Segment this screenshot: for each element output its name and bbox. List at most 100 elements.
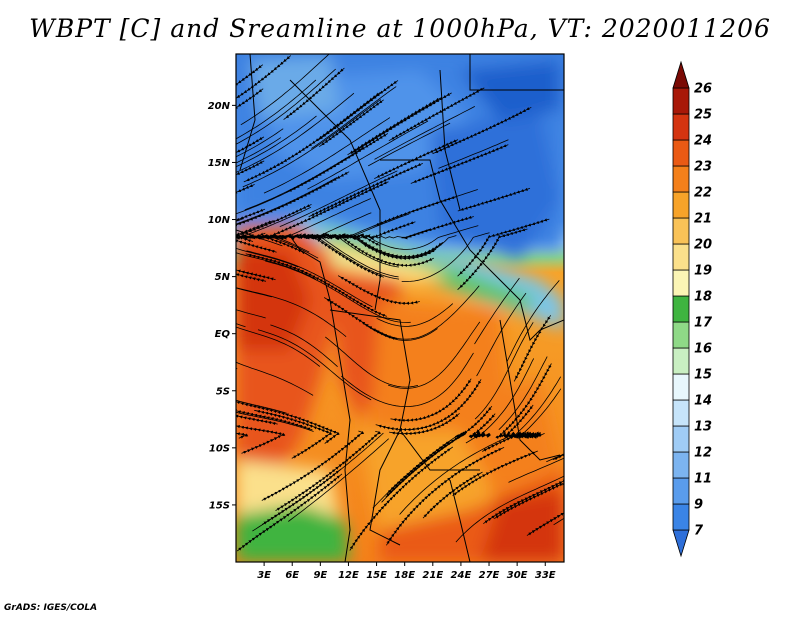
colorbar-label: 21: [694, 212, 712, 227]
streamline: [476, 292, 527, 377]
footer-credit: GrADS: IGES/COLA: [4, 603, 98, 613]
streamline: [236, 326, 321, 367]
streamline: [422, 471, 483, 519]
streamline: [317, 234, 399, 268]
streamline: [236, 346, 278, 426]
streamline: [457, 187, 531, 212]
streamline: [553, 517, 564, 526]
colorbar-label: 22: [694, 186, 712, 201]
lat-label: 20N: [208, 101, 231, 112]
colorbar-swatch: [672, 321, 690, 349]
colorbar-label: 7: [694, 524, 704, 539]
colorbar-swatch: [672, 165, 690, 193]
colorbar-swatch: [672, 295, 690, 323]
streamline: [236, 206, 312, 239]
streamline: [526, 478, 564, 536]
streamline: [236, 115, 317, 168]
streamline: [236, 160, 265, 194]
colorbar-label: 16: [694, 342, 712, 357]
streamline: [236, 473, 343, 552]
chart-title: WBPT [C] and Sreamline at 1000hPa, VT: 2…: [29, 14, 771, 43]
colorbar-swatch: [672, 451, 690, 479]
colorbar-swatch: [672, 373, 690, 401]
streamline: [254, 181, 389, 240]
lon-label: 9E: [313, 570, 327, 581]
colorbar-swatch: [672, 347, 690, 375]
streamline: [457, 228, 528, 290]
lat-label: 10N: [208, 215, 231, 226]
streamline: [350, 234, 444, 259]
colorbar-swatch: [672, 399, 690, 427]
colorbar: 7 9 11 12 13 14 15 16 17 18 19 20 21 22 23 24 25 26: [672, 60, 713, 558]
streamline: [236, 301, 237, 302]
lon-label: 15E: [366, 570, 387, 581]
lat-label: 15N: [208, 158, 231, 169]
colorbar-label: 19: [694, 264, 712, 279]
streamline: [283, 67, 345, 120]
colorbar-label: 18: [694, 290, 712, 305]
colorbar-label: 13: [694, 420, 712, 435]
colorbar-label: 23: [694, 160, 712, 175]
streamline: [341, 352, 474, 407]
longitude-axis: 3E 6E 9E 12E 15E 18E 21E 24E 27E 30E 33E: [257, 562, 556, 581]
streamline: [236, 128, 284, 158]
colorbar-label: 14: [694, 394, 712, 409]
lat-label: EQ: [215, 329, 231, 340]
colorbar-swatch: [672, 529, 690, 558]
streamline: [270, 324, 338, 367]
lon-label: 6E: [285, 570, 299, 581]
streamline: [236, 55, 292, 136]
streamline: [474, 277, 520, 345]
lat-label: 15S: [209, 500, 230, 511]
colorbar-swatch: [672, 60, 690, 89]
colorbar-swatch: [672, 269, 690, 297]
streamline: [389, 412, 460, 436]
lat-label: 5S: [216, 386, 230, 397]
streamline: [236, 236, 239, 239]
streamline: [236, 309, 266, 319]
colorbar-label: 20: [694, 238, 712, 253]
streamline: [465, 432, 491, 444]
streamline: [241, 234, 372, 250]
streamline: [455, 475, 564, 543]
map-frame: [235, 53, 565, 563]
lat-label: 5N: [215, 272, 231, 283]
streamline: [387, 321, 481, 389]
colorbar-swatch: [672, 503, 690, 531]
streamline: [388, 87, 485, 142]
colorbar-swatch: [672, 113, 690, 141]
lon-label: 3E: [257, 570, 271, 581]
colorbar-label: 25: [694, 108, 712, 123]
colorbar-swatch: [672, 139, 690, 167]
streamlines: [236, 54, 564, 552]
streamline: [401, 215, 474, 240]
lon-label: 12E: [338, 570, 359, 581]
colorbar-swatch: [672, 217, 690, 245]
lat-label: 10S: [209, 443, 230, 454]
streamline: [257, 329, 372, 401]
colorbar-label: 15: [694, 368, 712, 383]
streamline: [240, 54, 330, 126]
colorbar-label: 26: [694, 82, 712, 97]
colorbar-swatch: [672, 477, 690, 505]
streamline: [363, 323, 438, 341]
streamline: [236, 383, 249, 439]
lon-label: 18E: [394, 570, 415, 581]
streamline: [236, 323, 246, 328]
streamline: [236, 235, 267, 283]
latitude-axis: 20N 15N 10N 5N EQ 5S 10S 15S: [208, 101, 236, 511]
colorbar-swatch: [672, 87, 690, 115]
colorbar-label: 17: [694, 316, 713, 331]
colorbar-label: 11: [694, 472, 712, 487]
streamline: [325, 336, 419, 388]
lon-label: 33E: [535, 570, 556, 581]
streamline: [236, 175, 318, 215]
lon-label: 27E: [479, 570, 500, 581]
colorbar-label: 12: [694, 446, 712, 461]
streamline: [374, 285, 480, 340]
streamline: [502, 404, 540, 440]
colorbar-swatch: [672, 425, 690, 453]
streamline: [456, 405, 493, 440]
streamline: [236, 367, 238, 370]
